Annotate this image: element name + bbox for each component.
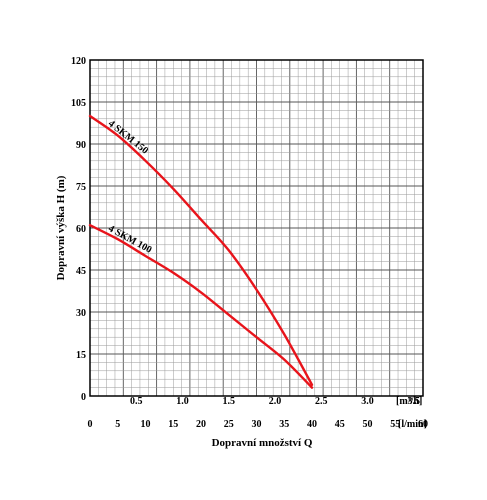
y-tick-label: 75 bbox=[76, 182, 86, 193]
y-tick-label: 30 bbox=[76, 308, 86, 319]
x-tick-label-m3h: 1.5 bbox=[223, 396, 236, 407]
x-tick-label-lmin: 55 bbox=[390, 419, 400, 430]
y-tick-label: 45 bbox=[76, 266, 86, 277]
series-line bbox=[88, 114, 314, 386]
x-tick-label-lmin: 45 bbox=[335, 419, 345, 430]
x-unit-m3h: [m³/h] bbox=[396, 396, 422, 407]
series-line bbox=[88, 224, 314, 389]
x-tick-label-lmin: 60 bbox=[418, 419, 428, 430]
x-tick-label-lmin: 10 bbox=[141, 419, 151, 430]
x-tick-label-m3h: 2.0 bbox=[269, 396, 282, 407]
y-tick-label: 120 bbox=[71, 56, 86, 67]
x-tick-label-lmin: 0 bbox=[88, 419, 93, 430]
grid bbox=[90, 60, 423, 396]
x-tick-label-m3h: 3.0 bbox=[361, 396, 374, 407]
x-tick-label-m3h: 2.5 bbox=[315, 396, 328, 407]
series-label: 4 SKM 150 bbox=[106, 118, 150, 156]
x-tick-label-lmin: 50 bbox=[363, 419, 373, 430]
x-axis-title: Dopravní množství Q bbox=[212, 437, 313, 449]
x-tick-label-m3h: 0.5 bbox=[130, 396, 143, 407]
x-tick-label-m3h: 3.5 bbox=[408, 396, 421, 407]
x-tick-label-lmin: 30 bbox=[252, 419, 262, 430]
x-unit-lmin: [l/min] bbox=[398, 419, 427, 430]
y-tick-label: 0 bbox=[81, 392, 86, 403]
x-tick-label-lmin: 20 bbox=[196, 419, 206, 430]
x-tick-label-lmin: 25 bbox=[224, 419, 234, 430]
x-tick-label-lmin: 40 bbox=[307, 419, 317, 430]
x-tick-label-lmin: 15 bbox=[168, 419, 178, 430]
y-axis-title: Dopravní výška H (m) bbox=[55, 175, 67, 280]
x-tick-label-lmin: 35 bbox=[279, 419, 289, 430]
curves bbox=[88, 114, 314, 389]
x-tick-label-m3h: 1.0 bbox=[176, 396, 189, 407]
y-tick-label: 90 bbox=[76, 140, 86, 151]
plot-frame bbox=[89, 59, 424, 397]
x-tick-label-lmin: 5 bbox=[115, 419, 120, 430]
y-tick-label: 15 bbox=[76, 350, 86, 361]
y-tick-label: 60 bbox=[76, 224, 86, 235]
y-tick-label: 105 bbox=[71, 98, 86, 109]
